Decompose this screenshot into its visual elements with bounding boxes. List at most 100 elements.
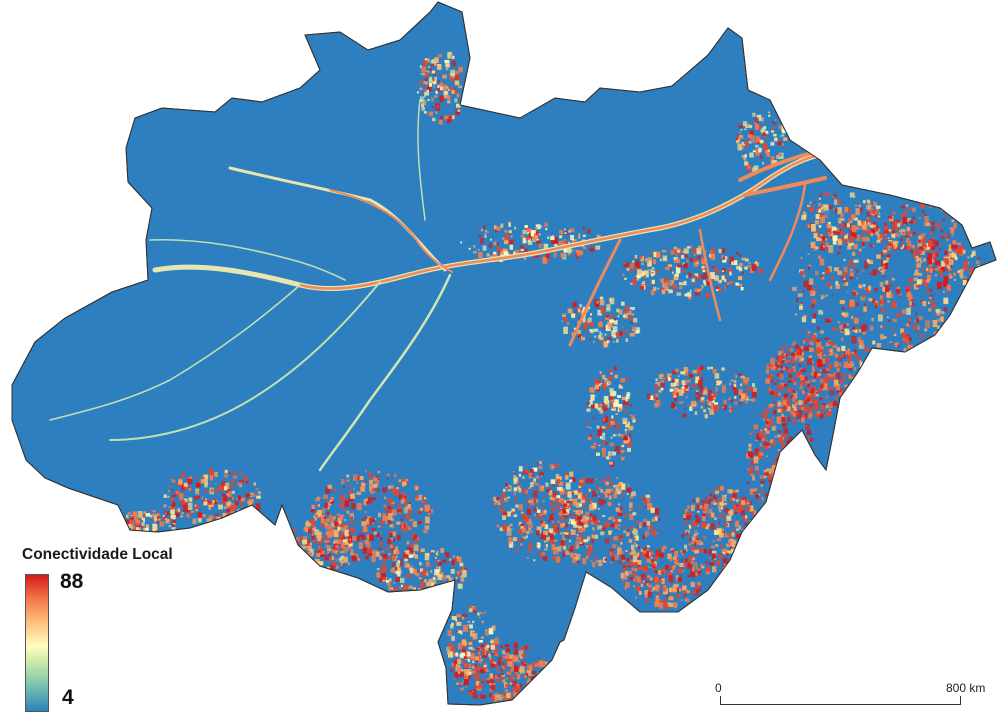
connectivity-patch — [749, 506, 751, 510]
connectivity-patch — [354, 530, 357, 532]
connectivity-patch — [335, 559, 338, 562]
connectivity-patch — [872, 244, 874, 247]
connectivity-patch — [477, 612, 480, 616]
connectivity-patch — [822, 403, 826, 406]
connectivity-patch — [951, 251, 957, 257]
connectivity-patch — [451, 584, 454, 589]
connectivity-patch — [790, 410, 793, 415]
connectivity-patch — [665, 267, 670, 271]
connectivity-patch — [221, 481, 226, 486]
connectivity-patch — [391, 487, 397, 494]
connectivity-patch — [377, 525, 381, 528]
connectivity-patch — [299, 551, 303, 555]
connectivity-patch — [796, 463, 801, 468]
connectivity-patch — [546, 489, 552, 493]
connectivity-patch — [544, 662, 547, 664]
connectivity-patch — [774, 380, 776, 383]
connectivity-patch — [686, 379, 691, 383]
connectivity-patch — [434, 57, 439, 63]
connectivity-patch — [802, 482, 806, 486]
connectivity-patch — [953, 249, 959, 253]
connectivity-patch — [949, 227, 951, 229]
connectivity-patch — [952, 254, 957, 259]
connectivity-patch — [460, 660, 462, 664]
connectivity-patch — [683, 248, 689, 254]
connectivity-patch — [505, 648, 511, 653]
connectivity-patch — [732, 542, 736, 548]
connectivity-patch — [809, 201, 812, 204]
connectivity-patch — [427, 590, 432, 595]
connectivity-patch — [948, 260, 952, 263]
connectivity-patch — [719, 513, 721, 515]
connectivity-patch — [533, 559, 536, 562]
connectivity-patch — [589, 387, 595, 392]
connectivity-patch — [600, 323, 603, 325]
connectivity-patch — [392, 554, 397, 561]
connectivity-patch — [721, 405, 723, 408]
connectivity-patch — [562, 545, 567, 550]
connectivity-patch — [182, 502, 187, 509]
connectivity-patch — [325, 523, 330, 530]
connectivity-patch — [740, 375, 745, 379]
connectivity-patch — [837, 365, 841, 369]
connectivity-patch — [651, 563, 656, 569]
connectivity-patch — [837, 199, 841, 205]
connectivity-patch — [569, 228, 575, 233]
connectivity-patch — [589, 513, 593, 517]
connectivity-patch — [472, 660, 475, 664]
connectivity-patch — [695, 390, 699, 392]
amazon-delta — [738, 150, 827, 197]
connectivity-patch — [865, 288, 871, 294]
connectivity-patch — [624, 431, 627, 435]
connectivity-patch — [782, 367, 786, 371]
connectivity-patch — [782, 354, 785, 356]
connectivity-patch — [764, 471, 769, 476]
connectivity-patch — [640, 285, 644, 290]
connectivity-patch — [690, 545, 694, 549]
connectivity-patch — [427, 99, 430, 101]
connectivity-patch — [447, 88, 450, 91]
connectivity-patch — [810, 480, 816, 485]
connectivity-patch — [346, 479, 350, 482]
connectivity-patch — [777, 449, 781, 451]
connectivity-patch — [646, 520, 651, 526]
connectivity-patch — [733, 389, 739, 395]
connectivity-patch — [684, 558, 688, 563]
connectivity-patch — [410, 568, 415, 574]
connectivity-patch — [399, 531, 401, 533]
connectivity-patch — [693, 261, 699, 267]
connectivity-patch — [292, 528, 296, 532]
connectivity-patch — [493, 251, 497, 256]
connectivity-patch — [387, 498, 393, 504]
connectivity-patch — [925, 320, 930, 328]
connectivity-patch — [637, 546, 641, 549]
connectivity-patch — [780, 487, 784, 491]
connectivity-patch — [463, 663, 467, 668]
connectivity-patch — [506, 530, 512, 536]
connectivity-patch — [731, 261, 734, 265]
connectivity-patch — [889, 293, 894, 299]
connectivity-patch — [807, 492, 810, 495]
connectivity-patch — [693, 253, 696, 256]
connectivity-patch — [715, 490, 720, 494]
connectivity-patch — [504, 689, 509, 693]
connectivity-patch — [534, 663, 539, 667]
connectivity-patch — [803, 455, 809, 462]
connectivity-patch — [719, 380, 722, 384]
connectivity-patch — [705, 566, 710, 572]
connectivity-patch — [976, 272, 980, 275]
connectivity-patch — [724, 495, 727, 497]
connectivity-patch — [629, 307, 632, 310]
connectivity-patch — [330, 570, 335, 574]
connectivity-patch — [811, 299, 817, 304]
connectivity-patch — [651, 279, 655, 284]
connectivity-patch — [739, 264, 742, 267]
connectivity-patch — [680, 559, 683, 562]
connectivity-patch — [939, 247, 942, 251]
connectivity-patch — [803, 280, 809, 288]
connectivity-patch — [664, 284, 669, 290]
connectivity-patch — [507, 663, 512, 666]
connectivity-patch — [235, 497, 239, 500]
